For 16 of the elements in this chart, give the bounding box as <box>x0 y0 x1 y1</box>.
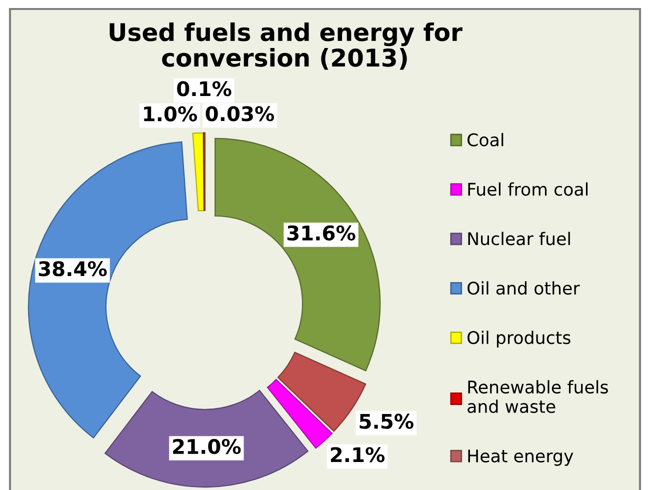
data-label: 38.4% <box>38 261 107 276</box>
data-label: 0.03% <box>206 106 274 122</box>
legend-label: Nuclear fuel <box>468 232 570 246</box>
legend-label: Fuel from coal <box>468 182 588 196</box>
legend-label: Coal <box>468 132 504 146</box>
data-label: 2.1% <box>330 447 385 462</box>
data-label: 5.5% <box>360 414 414 429</box>
data-label: 0.1% <box>177 81 232 96</box>
legend-label: Renewable fuels and waste <box>468 380 608 414</box>
data-label: 21.0% <box>173 438 241 454</box>
chart-title: Used fuels and energy for conversion (2013) <box>110 22 462 70</box>
legend-label: Oil and other <box>468 281 580 295</box>
legend-label: Oil products <box>468 330 570 348</box>
data-label: 1.0% <box>144 106 198 122</box>
legend-label: Heat energy <box>468 450 574 466</box>
data-label: 31.6% <box>287 225 356 241</box>
